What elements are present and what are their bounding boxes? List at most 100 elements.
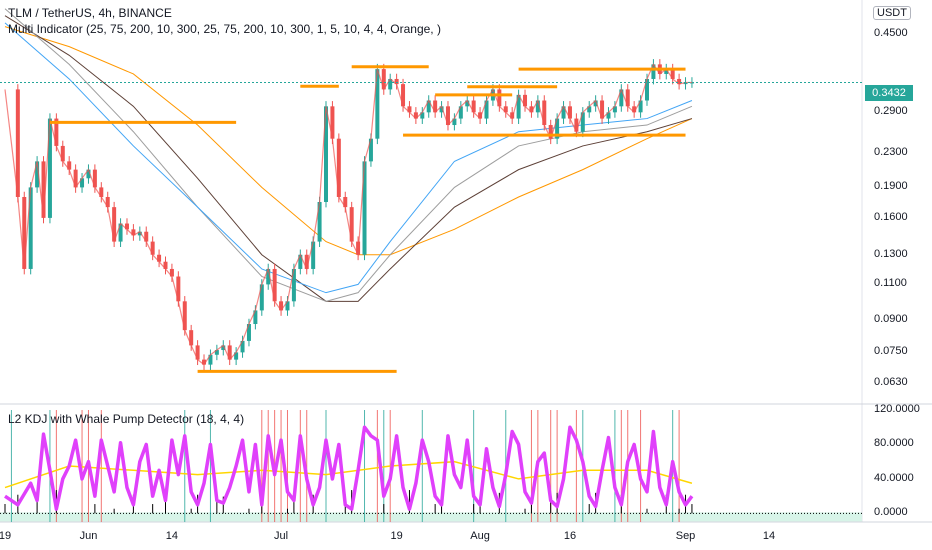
candle-body <box>291 268 296 302</box>
time-tick-label: Aug <box>470 530 490 542</box>
time-tick-label: Sep <box>675 530 696 542</box>
candle-body <box>439 106 444 113</box>
time-tick-label: Jun <box>79 530 98 542</box>
candle-body <box>465 100 470 107</box>
price-tick-label: 0.0750 <box>874 345 908 358</box>
kdj-tick-label: 80.0000 <box>874 437 914 450</box>
candle-body <box>458 106 463 119</box>
candle-body <box>587 106 592 113</box>
candle-body <box>202 359 207 365</box>
candle-body <box>259 284 264 311</box>
moving-average-line <box>4 8 693 302</box>
candle-body <box>176 276 181 302</box>
candle-body <box>401 84 406 107</box>
candle-body <box>381 69 386 90</box>
candle-body <box>86 169 91 179</box>
candle-body <box>388 78 393 90</box>
candle-body <box>28 187 33 269</box>
candle-body <box>298 254 303 269</box>
price-tick-label: 0.1100 <box>874 277 907 290</box>
kdj-line <box>4 425 694 511</box>
candle-body <box>529 106 534 113</box>
time-tick-label: 14 <box>762 530 776 542</box>
price-tick-label: 0.1900 <box>874 180 908 193</box>
candle-body <box>612 106 617 113</box>
price-tick-label: 0.0630 <box>874 376 908 389</box>
candle-body <box>272 268 277 302</box>
candle-body <box>240 340 245 353</box>
candle-body <box>112 207 117 242</box>
candle-body <box>523 94 528 107</box>
candle-body <box>208 354 213 365</box>
candle-body <box>182 301 187 331</box>
candle-body <box>169 268 174 277</box>
candle-body <box>619 89 624 107</box>
candle-body <box>497 89 502 107</box>
candle-body <box>375 69 380 139</box>
candle-body <box>343 196 348 208</box>
candle-body <box>548 125 553 139</box>
candle-body <box>285 301 290 311</box>
candle-body <box>368 138 373 162</box>
candle-body <box>433 100 438 113</box>
time-tick-label: Jul <box>274 530 289 542</box>
candle-body <box>651 64 656 79</box>
candle-body <box>670 69 675 79</box>
candle-body <box>73 169 78 188</box>
candle-body <box>452 118 457 126</box>
candle-body <box>35 161 40 188</box>
price-tick-label: 0.1300 <box>874 247 908 260</box>
candle-body <box>311 241 316 269</box>
price-tick-label: 0.2300 <box>874 146 908 159</box>
time-tick-label: 19 <box>0 530 12 542</box>
candle-body <box>317 201 322 242</box>
price-tick-label: 0.4500 <box>874 27 908 40</box>
candle-body <box>80 178 85 188</box>
candle-body <box>246 324 251 341</box>
candle-body <box>304 254 309 269</box>
candle-body <box>266 268 271 285</box>
candle-body <box>227 345 232 360</box>
moving-average-line <box>4 26 693 256</box>
candle-body <box>336 138 341 197</box>
candle-body <box>600 100 605 119</box>
price-tick-label: 0.2900 <box>874 105 908 118</box>
candle-body <box>664 69 669 74</box>
moving-average-line <box>4 15 693 302</box>
candle-body <box>632 106 637 113</box>
time-tick-label: 16 <box>563 530 577 542</box>
candle-body <box>41 161 46 218</box>
candle-body <box>195 345 200 360</box>
candle-body <box>420 112 425 119</box>
candle-body <box>625 89 630 107</box>
candle-body <box>407 106 412 113</box>
candle-body <box>67 161 72 170</box>
candle-body <box>253 310 258 325</box>
candle-body <box>60 145 65 162</box>
candle-body <box>163 261 168 269</box>
candle-body <box>214 350 219 355</box>
candle-body <box>567 106 572 119</box>
candle-body <box>330 106 335 139</box>
time-tick-label: 19 <box>390 530 403 542</box>
candle-body <box>137 231 142 236</box>
candle-body <box>99 187 104 197</box>
candle-body <box>535 100 540 113</box>
candle-body <box>157 254 162 262</box>
candle-body <box>606 112 611 119</box>
candle-body <box>324 106 328 202</box>
candle-body <box>516 94 521 119</box>
candle-body <box>555 118 560 139</box>
kdj-zero-band <box>0 512 862 522</box>
price-tick-label: 0.1600 <box>874 210 908 223</box>
candle-body <box>394 78 399 85</box>
currency-badge[interactable]: USDT <box>873 6 911 20</box>
candle-body <box>362 161 367 255</box>
candle-body <box>22 196 27 269</box>
candle-body <box>478 112 483 119</box>
candle-body <box>471 100 476 113</box>
candle-body <box>683 82 688 85</box>
kdj-tick-label: 120.0000 <box>874 403 920 415</box>
candle-body <box>349 207 354 242</box>
